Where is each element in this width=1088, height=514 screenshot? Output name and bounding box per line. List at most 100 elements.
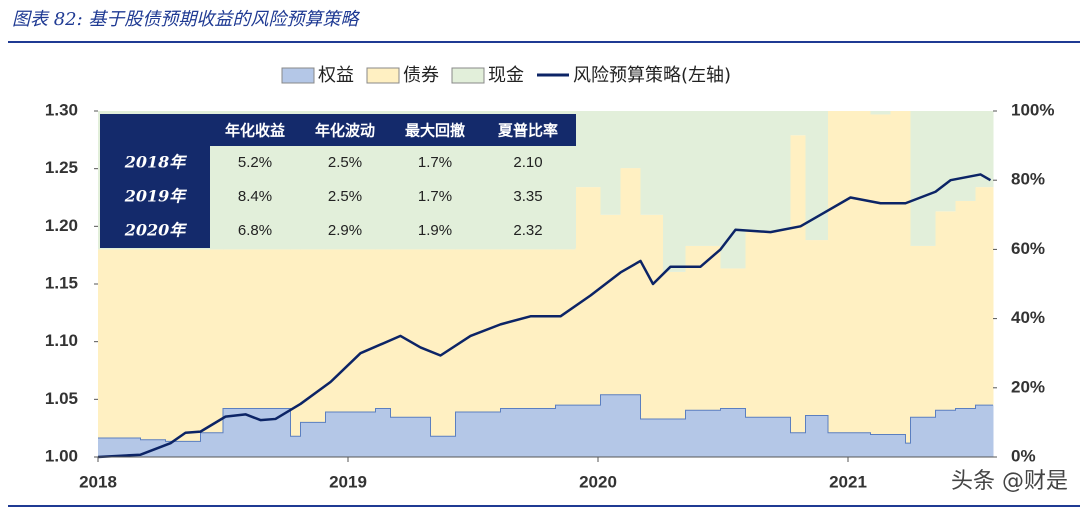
area-step — [555, 249, 576, 406]
area-step — [290, 249, 301, 437]
y-tick-label: 1.30 — [45, 100, 78, 119]
area-step — [575, 111, 601, 188]
area-step — [500, 408, 556, 457]
area-step — [223, 249, 291, 409]
y-tick-label: 1.25 — [45, 158, 78, 177]
table-cell: 8.4% — [238, 188, 272, 205]
area-step — [745, 111, 791, 231]
table-cell: 1.7% — [418, 154, 452, 171]
legend-swatch — [451, 67, 485, 84]
area-step — [620, 168, 641, 395]
table-row-label: 2019年 — [124, 187, 188, 206]
x-tick-label: 2020 — [579, 472, 617, 491]
area-step — [955, 200, 976, 409]
area-step — [935, 410, 956, 457]
area-step — [325, 412, 376, 457]
table-row-label: 2020年 — [124, 221, 188, 240]
y-tick-label: 1.05 — [45, 389, 78, 408]
legend-label: 现金 — [488, 65, 524, 86]
area-step — [745, 230, 791, 418]
area-step — [685, 410, 721, 457]
table-rowhead-bg — [100, 146, 210, 248]
area-step — [910, 111, 936, 246]
area-step — [575, 405, 601, 457]
legend-swatch — [281, 67, 315, 84]
area-step — [890, 111, 906, 435]
area-step — [975, 187, 994, 406]
legend: 权益 债券 现金 风险预算策略(左轴) — [281, 65, 731, 86]
area-step — [905, 111, 911, 444]
area-step — [140, 249, 166, 440]
area-step — [663, 418, 686, 457]
area-step — [870, 111, 891, 115]
y2-tick-label: 100% — [1011, 100, 1054, 119]
table-cell: 5.2% — [238, 154, 272, 171]
area-step — [935, 211, 956, 411]
y-tick-label: 1.10 — [45, 331, 78, 350]
area-step — [325, 249, 376, 413]
area-step — [720, 268, 746, 409]
y-tick-label: 1.00 — [45, 446, 78, 465]
y2-tick-label: 60% — [1011, 239, 1045, 258]
area-step — [828, 111, 871, 433]
legend-label: 权益 — [318, 65, 354, 86]
area-step — [555, 405, 576, 457]
area-step — [290, 436, 301, 457]
y-tick-label: 1.20 — [45, 216, 78, 235]
area-step — [870, 114, 891, 435]
table-cell: 6.8% — [238, 222, 272, 239]
area-step — [685, 245, 721, 411]
legend-swatch — [366, 67, 400, 84]
y2-tick-label: 40% — [1011, 308, 1045, 327]
area-step — [600, 214, 621, 395]
area-step — [600, 394, 621, 457]
area-step — [975, 405, 994, 457]
area-step — [375, 249, 391, 409]
table-header: 夏普比率 — [497, 122, 558, 140]
table-row-label: 2018年 — [124, 153, 188, 172]
area-step — [98, 437, 141, 457]
x-tick-label: 2018 — [79, 472, 117, 491]
area-step — [640, 418, 664, 457]
y2-tick-label: 20% — [1011, 377, 1045, 396]
area-step — [890, 434, 906, 457]
area-step — [375, 408, 391, 457]
area-step — [430, 249, 456, 437]
x-tick-label: 2019 — [329, 472, 367, 491]
strategy-line — [97, 173, 992, 459]
area-step — [300, 249, 326, 423]
table-cell: 1.7% — [418, 188, 452, 205]
area-step — [790, 135, 806, 433]
table-cell: 2.9% — [328, 222, 362, 239]
table-cell: 2.5% — [328, 188, 362, 205]
area-step — [720, 408, 746, 457]
area-step — [455, 412, 501, 457]
area-step — [430, 436, 456, 457]
area-step — [910, 417, 936, 457]
table-cell: 3.35 — [513, 188, 542, 205]
table-header: 最大回撤 — [405, 122, 465, 140]
area-step — [640, 111, 664, 215]
area-step — [870, 434, 891, 457]
area-step — [685, 111, 721, 246]
y2-tick-label: 80% — [1011, 170, 1045, 189]
table-header: 年化收益 — [225, 122, 285, 140]
area-step — [745, 417, 791, 457]
area-step — [805, 111, 829, 241]
area-step — [905, 443, 911, 457]
table-cell: 1.9% — [418, 222, 452, 239]
area-step — [640, 214, 664, 419]
area-step — [975, 111, 994, 188]
y-tick-label: 1.15 — [45, 273, 78, 292]
stats-table: 年化收益 年化波动 最大回撤 夏普比率 2018年 5.2% 2.5% 1.7% 2.10 201… — [100, 114, 576, 248]
area-step — [500, 249, 556, 409]
area-step — [790, 432, 806, 457]
legend-label: 债券 — [403, 65, 439, 86]
area-step — [620, 394, 641, 457]
area-step — [200, 432, 224, 457]
table-header-bg — [100, 114, 576, 146]
area-step — [805, 240, 829, 416]
area-step — [165, 441, 201, 457]
area-step — [828, 432, 871, 457]
